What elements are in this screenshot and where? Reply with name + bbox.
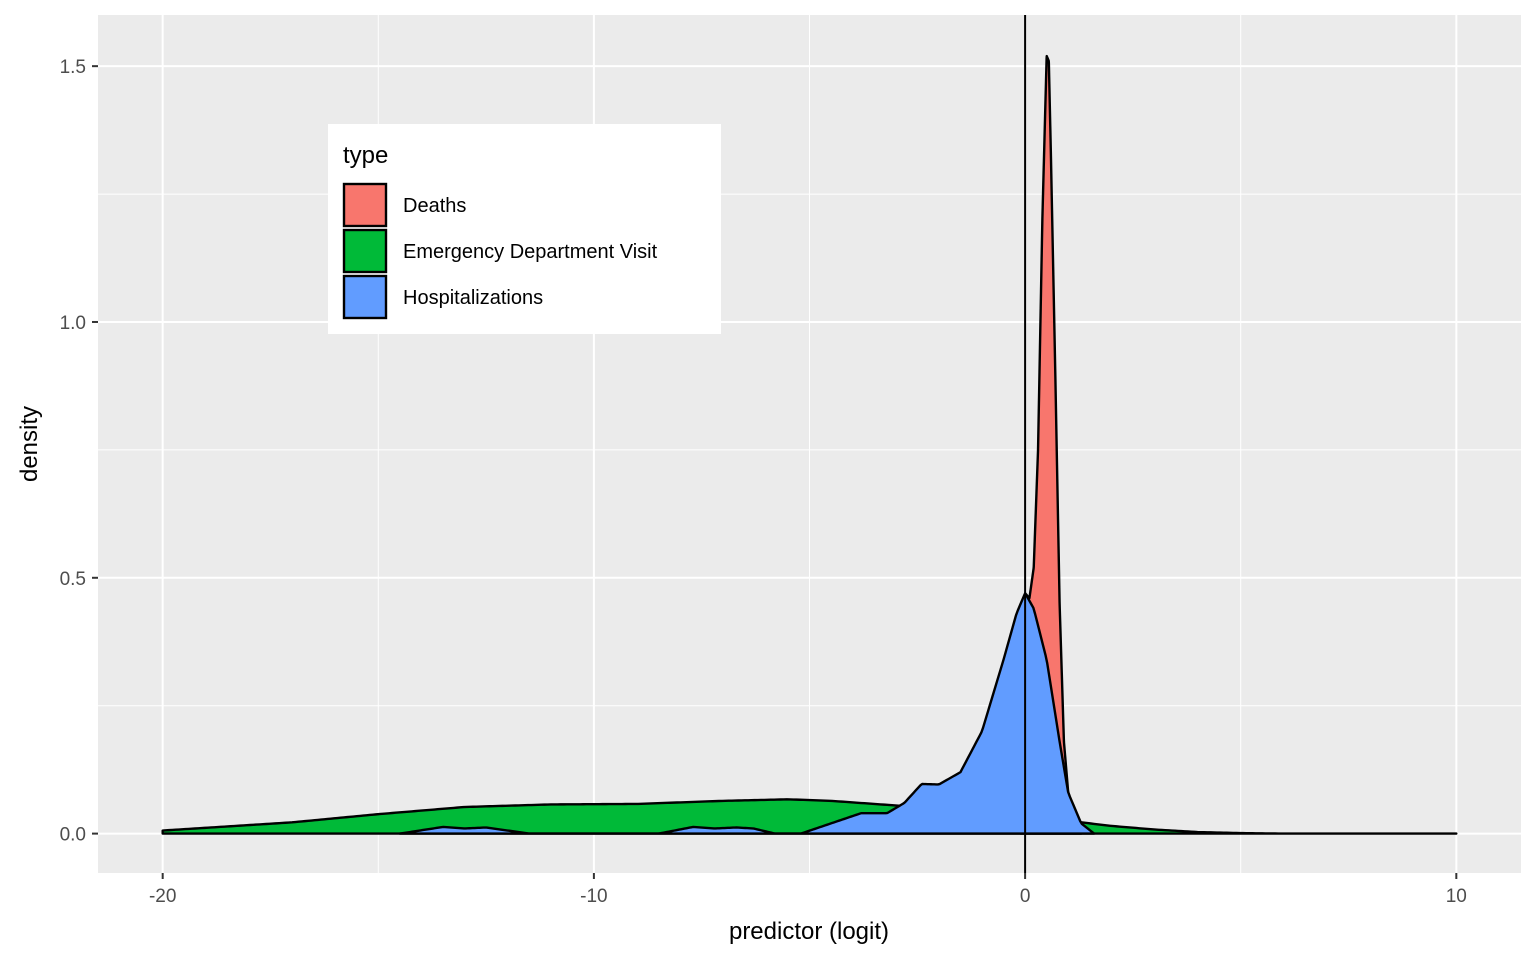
axis-ticks: -20 -10 0 10 0.0 0.5 1.0 1.5: [60, 57, 1467, 907]
legend-label: Deaths: [403, 195, 466, 217]
legend: type Deaths Emergency Department Visit Hos…: [328, 124, 721, 334]
density-area-emergency-department-visit: [161, 798, 1458, 835]
legend-label: Emergency Department Visit: [403, 241, 658, 263]
y-tick-label: 1.0: [60, 313, 86, 334]
legend-label: Hospitalizations: [403, 287, 543, 309]
legend-swatch: [342, 182, 388, 228]
legend-swatch: [342, 274, 388, 320]
x-tick-label: -20: [149, 886, 176, 907]
legend-background: [328, 124, 721, 334]
legend-title: type: [343, 142, 388, 169]
y-tick-label: 0.0: [60, 825, 86, 846]
x-tick-label: 0: [1020, 886, 1031, 907]
y-tick-label: 0.5: [60, 569, 86, 590]
y-tick-label: 1.5: [60, 57, 86, 78]
legend-swatch: [342, 228, 388, 274]
legend-items: Deaths Emergency Department Visit Hospital…: [342, 182, 658, 320]
x-tick-label: -10: [580, 886, 607, 907]
x-tick-label: 10: [1446, 886, 1467, 907]
x-axis-title: predictor (logit): [729, 918, 889, 945]
y-axis-title: density: [16, 406, 43, 482]
